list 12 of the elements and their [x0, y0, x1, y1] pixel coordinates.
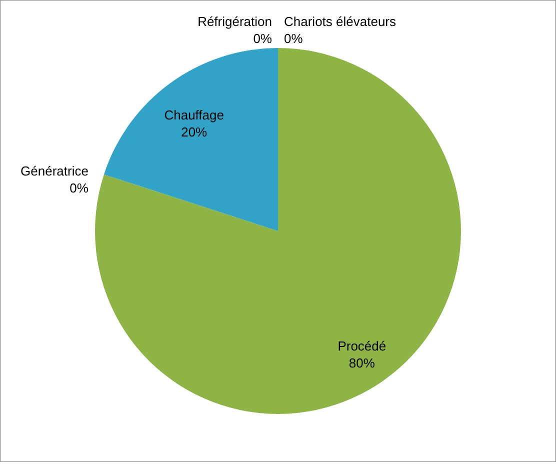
text: 0% [253, 31, 272, 46]
pie-slice [95, 48, 461, 414]
category-label: Réfrigération [198, 14, 272, 29]
slice-label: Procédé [338, 338, 386, 354]
text: 0% [284, 31, 303, 46]
category-label: Chariots élévateurs [284, 14, 396, 29]
data-label: 20% [181, 124, 208, 140]
text: 0% [70, 180, 88, 196]
category-label: Génératrice [20, 163, 88, 178]
pie-slice [104, 48, 278, 231]
data-label: 80% [348, 355, 376, 370]
slice-label: Chauffage [164, 108, 224, 123]
